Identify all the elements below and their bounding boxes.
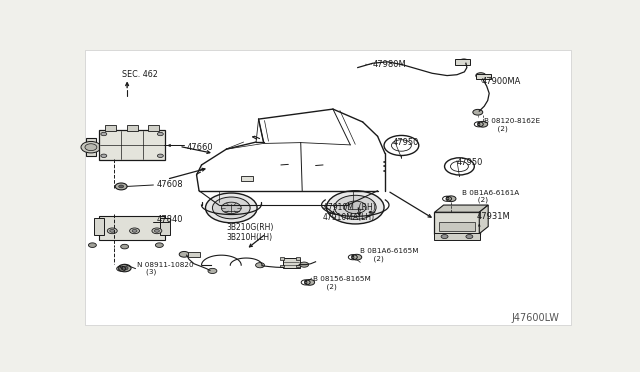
- FancyBboxPatch shape: [188, 252, 200, 257]
- Text: B 08156-8165M
      (2): B 08156-8165M (2): [313, 276, 371, 290]
- FancyBboxPatch shape: [148, 125, 159, 131]
- Text: 47900MA: 47900MA: [482, 77, 521, 86]
- FancyBboxPatch shape: [280, 264, 284, 267]
- Circle shape: [179, 251, 189, 257]
- Circle shape: [152, 228, 162, 234]
- Text: 47660: 47660: [187, 143, 213, 152]
- Circle shape: [101, 132, 107, 136]
- Text: J47600LW: J47600LW: [511, 313, 559, 323]
- Text: B 0B1A6-6165M
      (2): B 0B1A6-6165M (2): [360, 248, 419, 262]
- Text: 47910M  (RH)
47910MA(LH): 47910M (RH) 47910MA(LH): [323, 202, 376, 222]
- Text: 47931M: 47931M: [477, 212, 511, 221]
- Circle shape: [81, 141, 101, 153]
- Text: 47608: 47608: [157, 180, 184, 189]
- Text: N 08911-10820
    (3): N 08911-10820 (3): [137, 262, 194, 275]
- Text: 47840: 47840: [157, 215, 184, 224]
- Polygon shape: [86, 138, 96, 156]
- FancyBboxPatch shape: [296, 257, 300, 260]
- Circle shape: [205, 193, 257, 223]
- Circle shape: [476, 73, 486, 78]
- FancyBboxPatch shape: [160, 218, 170, 235]
- Text: 3B210G(RH)
3B210H(LH): 3B210G(RH) 3B210H(LH): [227, 222, 274, 242]
- Circle shape: [473, 109, 483, 115]
- Circle shape: [121, 266, 128, 270]
- FancyBboxPatch shape: [434, 212, 480, 234]
- Circle shape: [459, 59, 469, 65]
- FancyBboxPatch shape: [439, 222, 475, 231]
- Circle shape: [305, 279, 315, 285]
- FancyBboxPatch shape: [94, 218, 104, 235]
- Circle shape: [121, 244, 129, 249]
- Circle shape: [212, 197, 250, 219]
- Circle shape: [88, 243, 97, 247]
- Circle shape: [154, 230, 159, 232]
- Circle shape: [335, 195, 376, 219]
- Polygon shape: [479, 205, 488, 234]
- Circle shape: [101, 154, 107, 157]
- Circle shape: [300, 262, 308, 267]
- Text: B: B: [351, 255, 355, 260]
- Circle shape: [478, 121, 488, 127]
- FancyBboxPatch shape: [476, 74, 491, 79]
- Circle shape: [344, 201, 366, 214]
- Circle shape: [110, 230, 115, 232]
- Text: 47950: 47950: [392, 138, 419, 147]
- Polygon shape: [435, 205, 488, 212]
- Circle shape: [129, 228, 140, 234]
- Circle shape: [221, 202, 241, 214]
- Text: N: N: [118, 266, 123, 271]
- Text: B: B: [304, 280, 308, 285]
- Circle shape: [466, 235, 473, 238]
- Circle shape: [208, 268, 217, 273]
- FancyBboxPatch shape: [283, 258, 300, 268]
- Circle shape: [352, 254, 362, 260]
- Text: B: B: [477, 122, 481, 127]
- Circle shape: [255, 263, 264, 268]
- Text: 47950: 47950: [457, 158, 483, 167]
- FancyBboxPatch shape: [434, 232, 480, 240]
- Text: 47980M: 47980M: [372, 60, 406, 69]
- Circle shape: [118, 264, 131, 272]
- Text: B 0B1A6-6161A
       (2): B 0B1A6-6161A (2): [462, 190, 519, 203]
- Circle shape: [132, 230, 137, 232]
- FancyBboxPatch shape: [280, 257, 284, 260]
- Circle shape: [441, 235, 448, 238]
- FancyBboxPatch shape: [85, 50, 571, 326]
- Circle shape: [326, 191, 384, 224]
- Circle shape: [446, 196, 456, 202]
- Text: B 08120-8162E
      (2): B 08120-8162E (2): [484, 118, 540, 132]
- FancyBboxPatch shape: [106, 125, 116, 131]
- FancyBboxPatch shape: [127, 125, 138, 131]
- Circle shape: [115, 183, 127, 190]
- FancyBboxPatch shape: [456, 59, 470, 65]
- FancyBboxPatch shape: [99, 216, 165, 240]
- Text: SEC. 462: SEC. 462: [122, 70, 158, 79]
- Circle shape: [156, 243, 163, 247]
- Circle shape: [157, 132, 163, 136]
- FancyBboxPatch shape: [241, 176, 253, 181]
- Circle shape: [108, 228, 117, 234]
- FancyBboxPatch shape: [99, 130, 165, 160]
- Text: B: B: [445, 196, 449, 201]
- Circle shape: [85, 144, 97, 151]
- Circle shape: [157, 154, 163, 157]
- FancyBboxPatch shape: [296, 264, 300, 267]
- Circle shape: [118, 185, 124, 188]
